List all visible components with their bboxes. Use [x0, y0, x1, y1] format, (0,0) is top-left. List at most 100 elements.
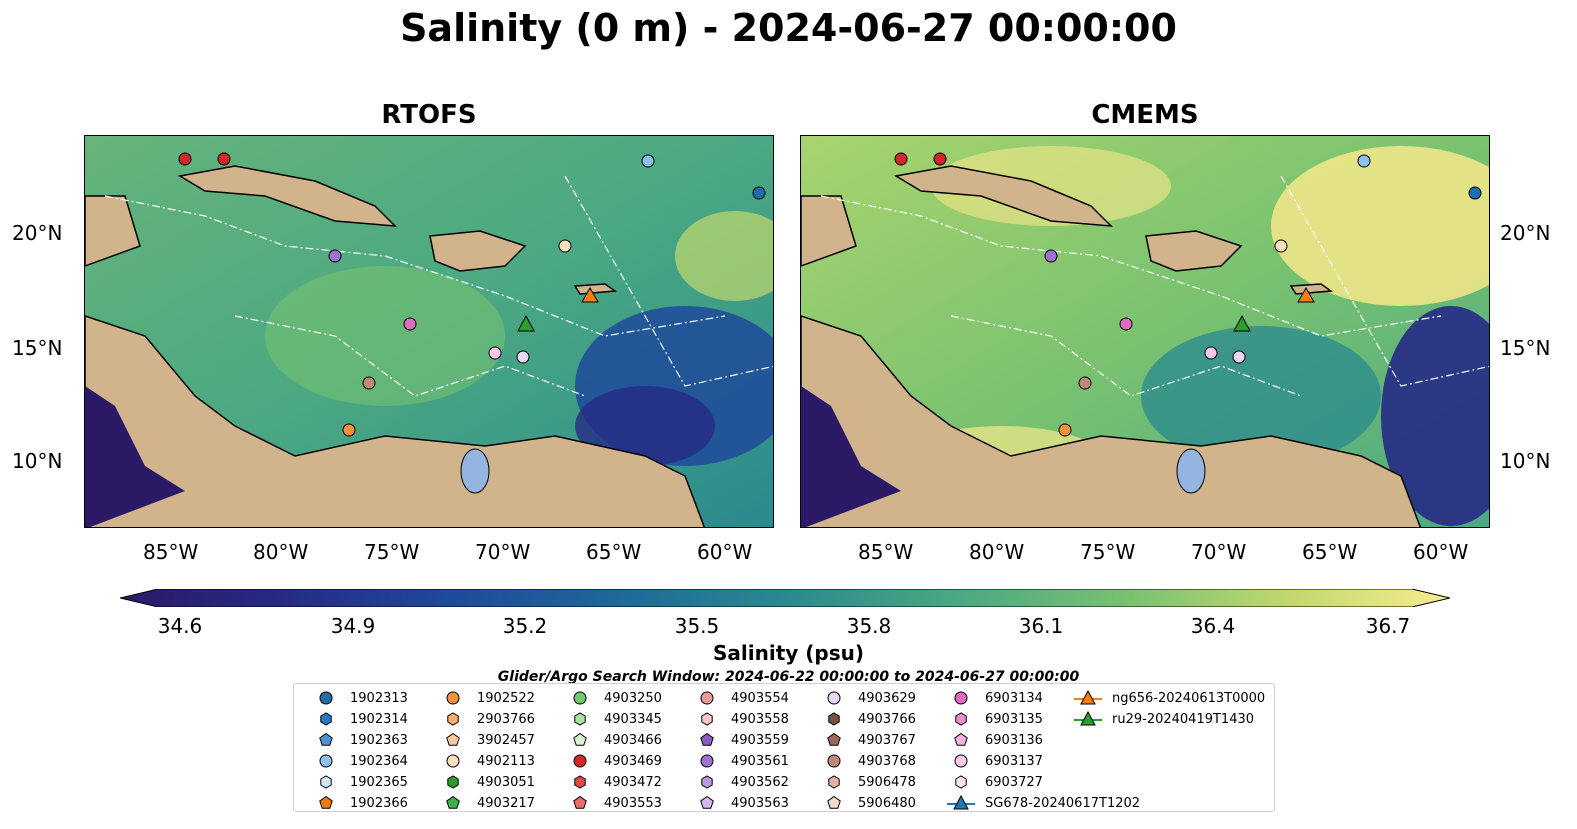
legend-item: 1902364: [312, 751, 408, 771]
float-marker[interactable]: [178, 152, 192, 166]
legend-item-label: 1902363: [350, 732, 408, 748]
low-salinity-eddy: [1141, 326, 1381, 466]
legend-item: 1902365: [312, 772, 408, 792]
legend-item-label: 4903345: [604, 711, 662, 727]
float-marker[interactable]: [516, 350, 530, 364]
float-marker[interactable]: [488, 346, 502, 360]
panel-title-cmems: CMEMS: [1091, 100, 1199, 130]
legend-item-label: 4903559: [731, 732, 789, 748]
hexagon-marker-icon: [566, 712, 604, 726]
float-marker[interactable]: [641, 154, 655, 168]
legend-item: 4903562: [693, 772, 789, 792]
hexagon-marker-icon: [439, 712, 477, 726]
lat-tick-label: 20°N: [12, 221, 63, 245]
legend-item-label: 4903562: [731, 774, 789, 790]
glider-ng656-marker[interactable]: [1297, 286, 1315, 303]
legend-item: 4903554: [693, 688, 789, 708]
cuba-land: [893, 165, 1113, 227]
float-marker[interactable]: [1468, 186, 1482, 200]
eez-boundary-line: [950, 315, 1302, 397]
float-marker[interactable]: [1232, 350, 1246, 364]
pentagon-marker-icon: [566, 796, 604, 810]
float-marker[interactable]: [1119, 317, 1133, 331]
circle-marker-icon: [439, 754, 477, 768]
float-marker[interactable]: [558, 239, 572, 253]
legend-item: ru29-20240419T1430: [1074, 709, 1254, 729]
search-window-note: Glider/Argo Search Window: 2024-06-22 00…: [497, 669, 1080, 683]
legend-item: 4903250: [566, 688, 662, 708]
pentagon-marker-icon: [312, 796, 350, 810]
legend-item: 4903217: [439, 793, 535, 813]
float-marker[interactable]: [894, 152, 908, 166]
low-salinity-core: [575, 386, 715, 466]
map-panel-rtofs[interactable]: [84, 135, 774, 528]
legend-item-label: 4903563: [731, 795, 789, 811]
float-marker[interactable]: [1274, 239, 1288, 253]
colorbar-tick-label: 34.9: [330, 614, 376, 638]
legend-item-label: 4903767: [858, 732, 916, 748]
float-marker[interactable]: [362, 376, 376, 390]
legend-item-label: 4903472: [604, 774, 662, 790]
south-america-central-america-land: [85, 315, 706, 527]
float-marker[interactable]: [1204, 346, 1218, 360]
legend-item-label: 4903553: [604, 795, 662, 811]
circle-marker-icon: [693, 754, 731, 768]
legend-item-label: 4903217: [477, 795, 535, 811]
float-marker[interactable]: [342, 423, 356, 437]
legend-item-label: 4903629: [858, 690, 916, 706]
float-marker[interactable]: [1058, 423, 1072, 437]
float-marker[interactable]: [1357, 154, 1371, 168]
south-america-central-america-land: [801, 315, 1422, 527]
legend-item: 4903472: [566, 772, 662, 792]
legend-item-label: 4903554: [731, 690, 789, 706]
legend-item-label: ru29-20240419T1430: [1112, 711, 1255, 727]
lon-tick-label: 70°W: [1191, 540, 1247, 564]
legend-item-label: 4903766: [858, 711, 916, 727]
float-marker[interactable]: [328, 249, 342, 263]
circle-marker-icon: [312, 691, 350, 705]
legend-item: 4903766: [820, 709, 916, 729]
legend-item-label: 1902366: [350, 795, 408, 811]
legend-item: 6903136: [947, 730, 1043, 750]
legend-item: 4903466: [566, 730, 662, 750]
glider-ng656-marker[interactable]: [581, 286, 599, 303]
float-marker[interactable]: [1078, 376, 1092, 390]
legend-item-label: 6903727: [985, 774, 1043, 790]
lat-tick-label: 10°N: [1500, 449, 1551, 473]
cuba-land: [177, 165, 397, 227]
float-marker[interactable]: [1044, 249, 1058, 263]
eez-boundary-line: [1280, 175, 1489, 387]
legend-item-label: 4903469: [604, 753, 662, 769]
legend-item: 4903558: [693, 709, 789, 729]
legend-item: 4902113: [439, 751, 535, 771]
glider-ru29-marker[interactable]: [517, 314, 535, 332]
lat-tick-label: 20°N: [1500, 221, 1551, 245]
lon-tick-label: 60°W: [697, 540, 753, 564]
float-marker[interactable]: [403, 317, 417, 331]
float-marker[interactable]: [933, 152, 947, 166]
legend-item: 1902522: [439, 688, 535, 708]
legend-item-label: 1902522: [477, 690, 535, 706]
map-panel-cmems[interactable]: [800, 135, 1490, 528]
glider-ru29-marker[interactable]: [1233, 314, 1251, 332]
legend-item-label: 2903766: [477, 711, 535, 727]
lon-tick-label: 65°W: [586, 540, 642, 564]
legend-item: 1902366: [312, 793, 408, 813]
legend-item: 4903051: [439, 772, 535, 792]
float-marker[interactable]: [752, 186, 766, 200]
platform-legend: 1902313 1902314 1902363 1902364 1902365 19023…: [293, 683, 1275, 812]
legend-item-label: 4903561: [731, 753, 789, 769]
legend-item: SG678-20240617T1202: [947, 793, 1140, 813]
hexagon-marker-icon: [693, 775, 731, 789]
salinity-map-cmems: [801, 136, 1489, 527]
legend-item-label: 4903466: [604, 732, 662, 748]
legend-item: 3902457: [439, 730, 535, 750]
legend-item: 4903559: [693, 730, 789, 750]
colorbar-tick-label: 35.5: [674, 614, 720, 638]
lat-tick-label: 15°N: [12, 336, 63, 360]
legend-item-label: 4902113: [477, 753, 535, 769]
float-marker[interactable]: [217, 152, 231, 166]
legend-item: 4903563: [693, 793, 789, 813]
triangle-marker-icon: [1074, 690, 1112, 706]
pentagon-marker-icon: [312, 733, 350, 747]
